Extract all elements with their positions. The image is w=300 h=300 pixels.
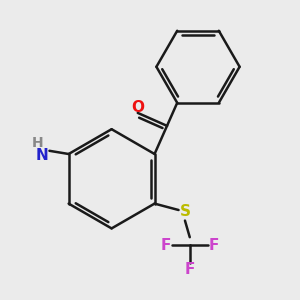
Text: S: S [179, 204, 191, 219]
Text: F: F [160, 238, 171, 253]
Text: F: F [208, 238, 219, 253]
Text: N: N [36, 148, 49, 163]
Text: H: H [32, 136, 43, 150]
Text: O: O [131, 100, 144, 115]
Text: F: F [184, 262, 195, 277]
